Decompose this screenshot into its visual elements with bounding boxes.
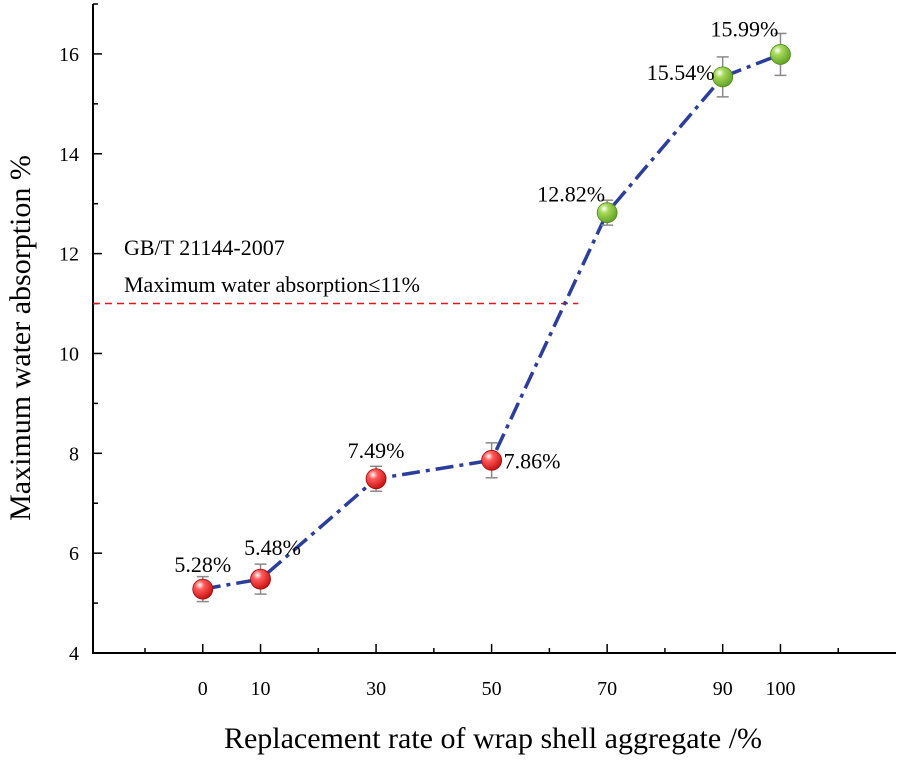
y-tick-label: 8 (69, 443, 79, 465)
data-label: 15.54% (647, 60, 715, 85)
data-labels: 5.28% 5.48% 7.49% 7.86% 12.82% 15.54% 15.99% (174, 16, 778, 577)
series-line (202, 52, 782, 591)
y-axis-ticks: 4 6 8 10 12 14 16 (59, 3, 102, 665)
y-tick-label: 12 (59, 244, 79, 266)
data-markers (192, 44, 791, 600)
x-tick-label: 0 (198, 678, 208, 700)
y-tick-label: 14 (59, 144, 79, 166)
y-axis-title: Maximum water absorption % (4, 155, 37, 521)
y-tick-label: 6 (69, 543, 79, 565)
x-tick-label: 10 (251, 678, 271, 700)
data-point (712, 66, 734, 88)
data-point (770, 44, 791, 65)
data-point (481, 449, 503, 471)
x-axis-ticks: 0 10 30 50 70 90 100 (144, 644, 839, 700)
data-label: 7.49% (348, 438, 405, 463)
data-point (250, 568, 271, 590)
error-bars (196, 32, 787, 603)
y-tick-label: 10 (59, 343, 79, 365)
data-label: 15.99% (711, 16, 779, 41)
y-tick-label: 16 (59, 44, 79, 66)
x-tick-label: 90 (713, 678, 733, 700)
data-label: 5.48% (244, 535, 301, 560)
x-tick-label: 100 (765, 678, 795, 700)
x-axis-title: Replacement rate of wrap shell aggregate… (224, 722, 762, 755)
x-tick-label: 50 (482, 678, 502, 700)
reference-annotation-standard: GB/T 21144-2007 (124, 235, 285, 260)
x-tick-label: 30 (366, 678, 386, 700)
data-label: 12.82% (537, 182, 605, 207)
data-label: 5.28% (174, 552, 231, 577)
data-label: 7.86% (504, 448, 561, 473)
y-tick-label: 4 (69, 643, 79, 665)
data-point (596, 202, 618, 224)
axes: 4 6 8 10 12 14 16 0 10 30 50 70 90 100 (59, 3, 896, 700)
data-point (192, 578, 214, 600)
data-point (365, 468, 387, 490)
x-tick-label: 70 (597, 678, 617, 700)
reference-annotation-limit: Maximum water absorption≤11% (124, 272, 420, 297)
